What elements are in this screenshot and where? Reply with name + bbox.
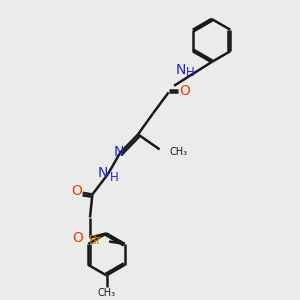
Text: CH₃: CH₃ <box>169 147 187 157</box>
Text: O: O <box>73 231 83 245</box>
Text: N: N <box>113 145 124 159</box>
Text: H: H <box>186 66 195 80</box>
Text: O: O <box>71 184 82 198</box>
Text: Br: Br <box>89 234 102 247</box>
Text: CH₃: CH₃ <box>98 288 116 298</box>
Text: N: N <box>98 166 108 180</box>
Text: H: H <box>110 171 119 184</box>
Text: O: O <box>179 84 190 98</box>
Text: N: N <box>176 63 186 77</box>
